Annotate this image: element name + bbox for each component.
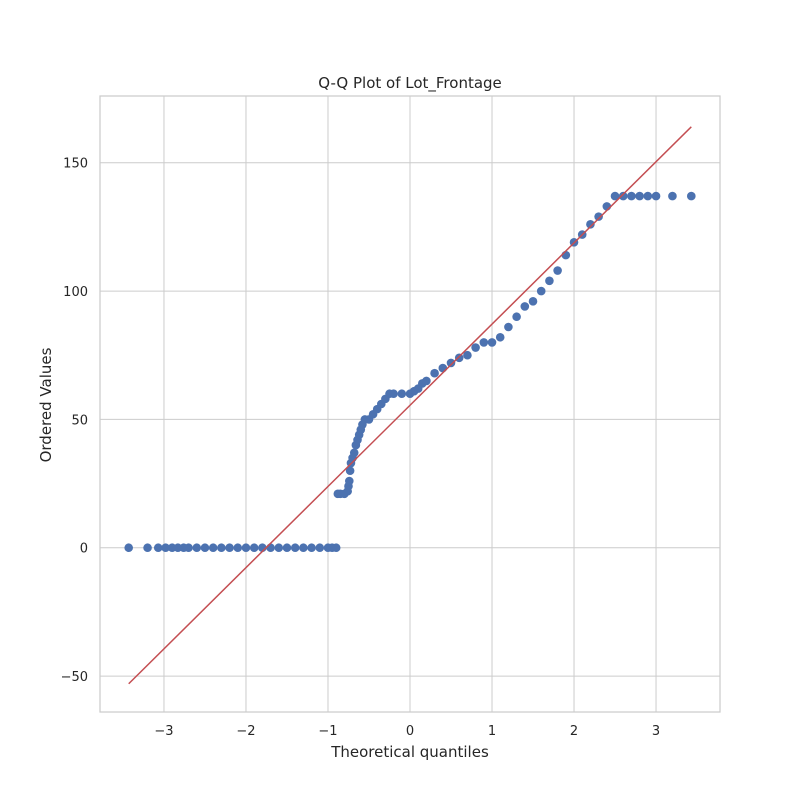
qq-point <box>290 543 300 553</box>
qq-point <box>487 338 497 347</box>
qq-point <box>520 302 530 311</box>
qq-point <box>463 350 472 360</box>
x-tick-label: 2 <box>570 724 578 739</box>
series-layer <box>124 126 696 685</box>
qq-point <box>153 543 163 553</box>
y-tick-label: 100 <box>63 285 88 300</box>
qq-point <box>618 191 628 201</box>
y-tick-label: 50 <box>71 413 88 428</box>
qq-point <box>266 543 275 553</box>
qq-point <box>643 191 653 201</box>
x-tick-label: −1 <box>318 724 337 739</box>
qq-point <box>586 220 595 229</box>
qq-point <box>651 191 661 201</box>
qq-point <box>200 543 210 553</box>
qq-point <box>438 363 448 373</box>
grid-layer <box>100 96 720 712</box>
y-axis-label: Ordered Values <box>37 347 55 462</box>
qq-point <box>536 286 546 296</box>
x-tick-label: 3 <box>652 724 660 739</box>
qq-point <box>315 543 325 553</box>
qq-point <box>528 297 538 306</box>
qq-point <box>594 212 603 221</box>
qq-point <box>422 376 431 386</box>
qq-point <box>307 543 316 553</box>
qq-point <box>454 353 464 363</box>
qq-point <box>345 466 355 476</box>
qq-point <box>331 543 341 553</box>
qq-point <box>545 276 554 286</box>
qq-point <box>495 332 505 342</box>
chart-title: Q-Q Plot of Lot_Frontage <box>318 74 502 93</box>
qq-point <box>668 191 677 201</box>
qq-point <box>471 343 480 352</box>
qq-point <box>397 389 407 399</box>
qq-point <box>561 250 571 260</box>
plot-frame <box>99 95 721 713</box>
x-tick-label: 0 <box>406 724 414 739</box>
qq-point <box>610 191 620 201</box>
qq-point <box>389 389 398 399</box>
y-tick-label: 150 <box>63 157 88 172</box>
qq-point <box>233 543 243 553</box>
frame-layer <box>99 95 721 713</box>
qq-point <box>274 543 284 553</box>
qq-point <box>161 543 170 553</box>
qq-point <box>345 476 354 486</box>
qq-point <box>479 338 489 347</box>
qq-point <box>430 368 439 378</box>
qq-point <box>512 312 521 322</box>
qq-point <box>635 191 644 201</box>
qq-point <box>241 543 251 553</box>
x-tick-label: −3 <box>154 724 173 739</box>
qq-point <box>686 191 696 201</box>
qq-point <box>225 543 234 553</box>
qq-point <box>627 191 636 201</box>
y-tick-label: −50 <box>61 670 88 685</box>
qq-point <box>124 543 134 553</box>
qq-point <box>553 266 562 275</box>
qq-point <box>504 322 513 332</box>
x-axis-label: Theoretical quantiles <box>330 743 489 761</box>
qq-point <box>217 543 226 553</box>
qq-point <box>282 543 292 553</box>
y-tick-label: 0 <box>80 542 88 557</box>
qq-point <box>208 543 218 553</box>
qq-point <box>143 543 152 553</box>
tick-layer: −3 −2 −1 0 1 2 3 −50 0 50 100 150 <box>61 157 661 739</box>
reference-line <box>128 126 692 685</box>
qq-point <box>299 543 308 553</box>
x-tick-label: −2 <box>236 724 255 739</box>
qq-point <box>192 543 202 553</box>
x-tick-label: 1 <box>488 724 496 739</box>
qq-point <box>184 543 193 553</box>
qq-point <box>349 448 359 458</box>
qq-point <box>446 358 456 368</box>
qq-point <box>249 543 259 553</box>
